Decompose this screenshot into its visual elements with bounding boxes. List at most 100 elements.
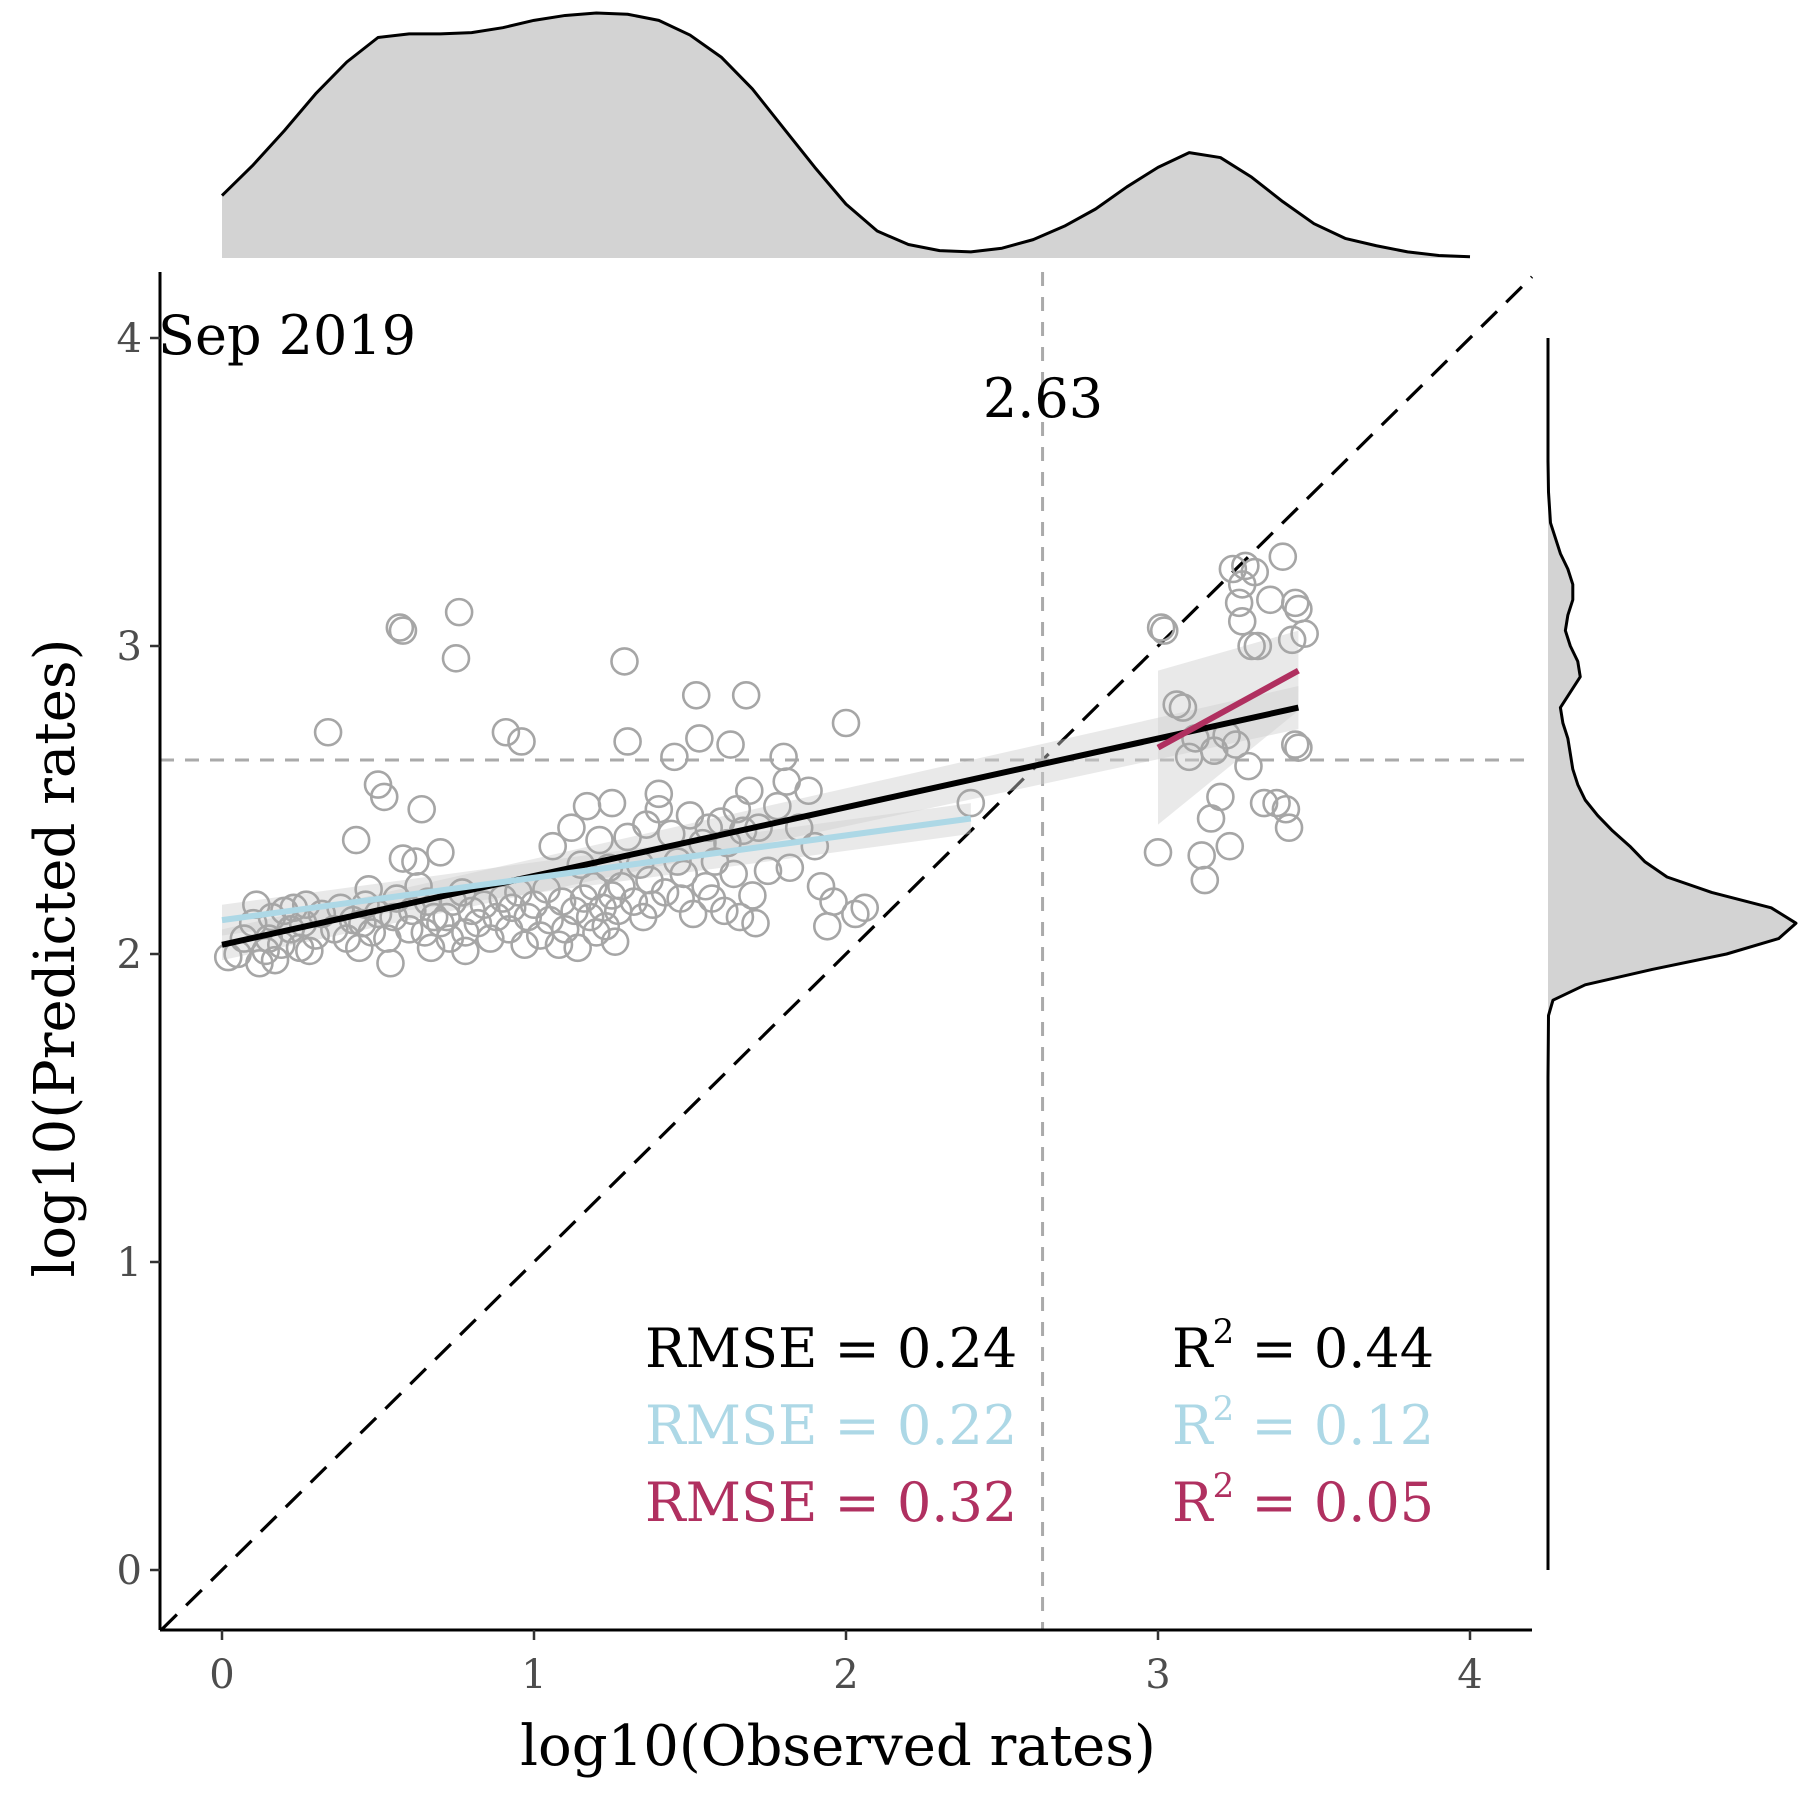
data-point — [1243, 631, 1273, 661]
data-point — [831, 708, 861, 738]
data-point — [357, 918, 387, 947]
data-point — [388, 844, 418, 873]
data-point — [341, 825, 371, 855]
data-point — [476, 924, 505, 953]
data-point — [1149, 616, 1179, 645]
data-point — [1274, 813, 1304, 843]
data-point — [800, 831, 830, 861]
data-point — [416, 933, 446, 963]
data-point — [369, 782, 399, 812]
data-point — [544, 930, 574, 960]
data-point — [763, 791, 792, 821]
y-tick-label: 0 — [117, 1548, 142, 1594]
data-point — [585, 825, 614, 855]
overall-fit-line — [221, 704, 1300, 948]
data-point — [538, 831, 568, 861]
data-point — [295, 936, 324, 966]
r-squared-label: R2 = 0.44 — [1172, 1312, 1434, 1380]
data-point — [725, 902, 755, 932]
data-point — [1256, 585, 1285, 615]
axis-ticks: 0 1 2 3 4 0 1 2 3 4 — [117, 316, 1483, 1698]
data-point — [613, 727, 642, 756]
data-point — [1268, 542, 1298, 571]
threshold-label: 2.63 — [983, 367, 1103, 430]
data-point — [313, 717, 343, 747]
data-point — [572, 791, 602, 821]
rmse-label: RMSE = 0.22 — [645, 1394, 1017, 1457]
data-point — [1280, 588, 1310, 618]
x-tick-label: 1 — [521, 1652, 546, 1698]
data-point — [769, 742, 798, 772]
y-density-plot — [1546, 338, 1798, 1570]
data-point — [1234, 751, 1263, 781]
panel-label: Sep 2019 — [158, 304, 416, 367]
data-point — [716, 730, 745, 759]
data-point — [850, 893, 880, 923]
data-point — [794, 776, 823, 806]
data-point — [557, 813, 586, 843]
data-point — [753, 856, 783, 886]
r-squared-label: R2 = 0.05 — [1172, 1466, 1434, 1534]
data-point — [685, 724, 714, 753]
data-point — [510, 930, 539, 960]
x-density-curve — [220, 11, 1471, 259]
data-point — [426, 838, 455, 867]
data-point — [1224, 588, 1254, 618]
data-point — [819, 887, 848, 916]
x-tick-label: 2 — [833, 1652, 858, 1698]
data-point — [1237, 631, 1266, 661]
data-point — [441, 644, 471, 673]
data-point — [1190, 865, 1220, 895]
data-point — [451, 936, 480, 966]
data-point — [650, 878, 680, 907]
data-point — [956, 788, 986, 818]
data-point — [597, 881, 627, 910]
x-axis-title: log10(Observed rates) — [520, 1714, 1156, 1779]
data-point — [491, 717, 521, 747]
y-tick-label: 1 — [117, 1240, 142, 1286]
data-point — [1218, 554, 1248, 584]
x-tick-label: 4 — [1457, 1652, 1482, 1698]
data-point — [660, 742, 689, 772]
data-point — [644, 779, 674, 809]
plot-panel — [158, 272, 1534, 1632]
data-point — [407, 794, 436, 824]
y-tick-label: 4 — [117, 316, 142, 362]
data-point — [497, 893, 527, 923]
data-point — [741, 908, 770, 938]
data-point — [669, 859, 699, 889]
data-point — [1143, 838, 1173, 867]
data-point — [507, 727, 536, 756]
data-point — [1284, 733, 1313, 762]
rmse-label: RMSE = 0.32 — [645, 1471, 1017, 1534]
data-point — [563, 933, 592, 963]
data-point — [385, 613, 415, 642]
y-tick-label: 2 — [117, 932, 142, 978]
data-point — [394, 915, 424, 944]
data-point — [600, 927, 630, 956]
data-point — [841, 899, 870, 929]
y-axis-title: log10(Predicted rates) — [23, 639, 88, 1278]
data-point — [260, 945, 290, 975]
data-point — [1280, 730, 1310, 759]
data-point — [775, 853, 805, 883]
data-point — [731, 680, 761, 710]
data-point — [719, 859, 748, 889]
data-point — [734, 776, 764, 806]
y-tick-label: 3 — [117, 624, 142, 670]
data-point — [681, 680, 711, 710]
data-point — [1215, 831, 1245, 861]
data-point — [419, 902, 449, 932]
x-tick-label: 3 — [1145, 1652, 1170, 1698]
y-density-fill — [1548, 338, 1796, 1570]
data-point — [1162, 690, 1192, 719]
data-point — [426, 908, 455, 938]
data-point — [376, 948, 405, 978]
identity-line — [160, 275, 1534, 1632]
overall-fit-band — [222, 686, 1299, 961]
data-point — [1221, 730, 1251, 759]
data-point — [388, 616, 418, 645]
x-tick-label: 0 — [209, 1652, 234, 1698]
data-point — [1240, 557, 1270, 587]
